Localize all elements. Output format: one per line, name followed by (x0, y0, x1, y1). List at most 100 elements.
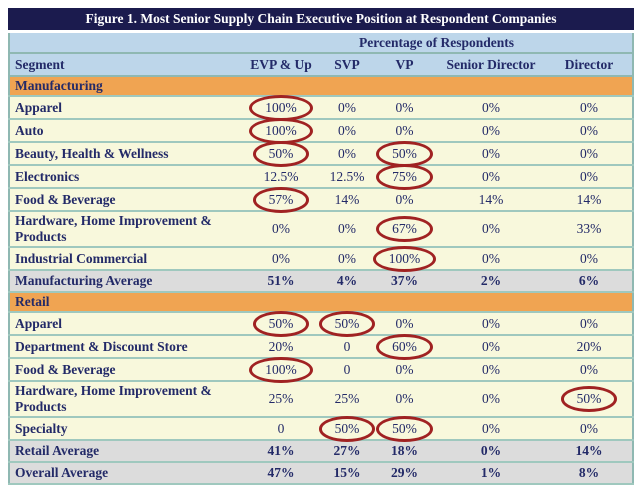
value-text: 0% (580, 250, 598, 266)
value-cell: 20% (241, 335, 321, 359)
circled-value: 50% (252, 310, 310, 337)
segment-cell: Hardware, Home Improvement & Products (9, 381, 241, 418)
group-header-row: Percentage of Respondents (9, 31, 633, 54)
value-text: 0% (338, 221, 356, 236)
value-text: 0% (580, 315, 598, 331)
value-text: 8% (578, 465, 600, 480)
value-cell: 50% (546, 381, 633, 418)
table-row: Beauty, Health & Wellness 50% 0% 50% 0% 0% (9, 140, 633, 167)
value-cell: 100% (241, 356, 321, 383)
value-cell: 14% (321, 188, 373, 212)
value-text: 37% (391, 273, 418, 288)
value-cell: 4% (321, 270, 373, 293)
value-text: 0% (338, 122, 356, 138)
group-header-label: Percentage of Respondents (241, 31, 633, 54)
value-cell: 50% (241, 140, 321, 167)
circled-value: 50% (318, 310, 376, 337)
value-text: 6% (578, 273, 600, 288)
value-text: 0% (482, 122, 500, 138)
value-text: 0% (482, 315, 500, 331)
segment-cell: Overall Average (9, 462, 241, 485)
title-row: Figure 1. Most Senior Supply Chain Execu… (8, 8, 634, 33)
value-cell: 100% (241, 94, 321, 121)
value-cell: 0% (436, 417, 546, 441)
segment-cell: Industrial Commercial (9, 247, 241, 271)
value-text: 0% (338, 250, 356, 266)
average-row: Retail Average 41% 27% 18% 0% 14% (9, 440, 633, 463)
circled-value: 100% (249, 117, 313, 144)
value-cell: 0% (436, 358, 546, 382)
value-cell: 75% (373, 163, 436, 190)
column-header-senior-director: Senior Director (436, 53, 546, 77)
segment-cell: Auto (9, 119, 241, 143)
value-text: 0% (482, 420, 500, 436)
average-row: Manufacturing Average 51% 4% 37% 2% 6% (9, 270, 633, 293)
table-row: Hardware, Home Improvement & Products 25%… (9, 381, 633, 418)
value-text: 0% (580, 122, 598, 138)
value-cell: 0% (546, 247, 633, 271)
value-text: 0% (338, 99, 356, 115)
value-cell: 29% (373, 462, 436, 485)
value-cell: 0% (436, 381, 546, 418)
value-text: 25% (334, 391, 360, 406)
value-cell: 0% (373, 312, 436, 336)
value-cell: 100% (372, 245, 436, 272)
value-cell: 37% (373, 270, 436, 293)
value-cell: 14% (546, 188, 633, 212)
value-cell: 12.5% (321, 165, 373, 189)
value-text: 4% (336, 273, 358, 288)
value-cell: 0% (546, 417, 633, 441)
value-cell: 0% (373, 119, 436, 143)
section-label: Retail (9, 292, 633, 313)
circled-value: 50% (376, 415, 433, 442)
value-cell: 41% (241, 440, 321, 463)
value-cell: 0% (321, 247, 373, 271)
value-cell: 0% (321, 119, 373, 143)
value-text: 0% (482, 250, 500, 266)
value-text: 0% (395, 315, 414, 331)
value-text: 0% (482, 99, 500, 115)
value-cell: 67% (373, 211, 436, 248)
value-text: 0% (482, 145, 500, 161)
section-label: Manufacturing (9, 76, 633, 97)
value-cell: 0% (546, 119, 633, 143)
value-cell: 0% (321, 142, 373, 166)
value-cell: 18% (373, 440, 436, 463)
value-text: 14% (575, 443, 603, 458)
column-header-row: Segment EVP & Up SVP VP Senior Director … (9, 53, 633, 77)
value-text: 0 (343, 338, 351, 354)
value-text: 47% (267, 465, 295, 480)
value-text: 51% (267, 273, 295, 288)
circled-value: 57% (252, 186, 310, 213)
value-text: 1% (480, 465, 502, 480)
value-text: 0% (482, 361, 500, 377)
value-cell: 0 (321, 358, 373, 382)
value-text: 0% (395, 122, 414, 138)
value-text: 0% (482, 338, 500, 354)
value-cell: 25% (241, 381, 321, 418)
circled-value: 75% (376, 163, 433, 190)
value-text: 0% (395, 391, 414, 406)
value-cell: 0% (436, 142, 546, 166)
value-cell: 14% (436, 188, 546, 212)
value-cell: 27% (321, 440, 373, 463)
value-cell: 47% (241, 462, 321, 485)
column-header-evp: EVP & Up (241, 53, 321, 77)
value-text: 0% (395, 191, 414, 207)
value-cell: 1% (436, 462, 546, 485)
value-cell: 15% (321, 462, 373, 485)
value-cell: 50% (373, 415, 436, 442)
table-body: Manufacturing Apparel 100% 0% 0% 0% 0% Auto 100%… (9, 76, 633, 485)
segment-cell: Electronics (9, 165, 241, 189)
value-cell: 60% (373, 333, 436, 360)
value-cell: 50% (318, 415, 376, 442)
value-text: 0% (482, 168, 500, 184)
value-text: 18% (391, 443, 418, 458)
table-row: Food & Beverage 57% 14% 0% 14% 14% (9, 186, 633, 213)
value-cell: 0% (373, 188, 436, 212)
value-text: 14% (334, 191, 360, 207)
value-text: 12.5% (329, 168, 365, 184)
value-text: 0% (395, 99, 414, 115)
value-cell: 50% (318, 310, 376, 337)
